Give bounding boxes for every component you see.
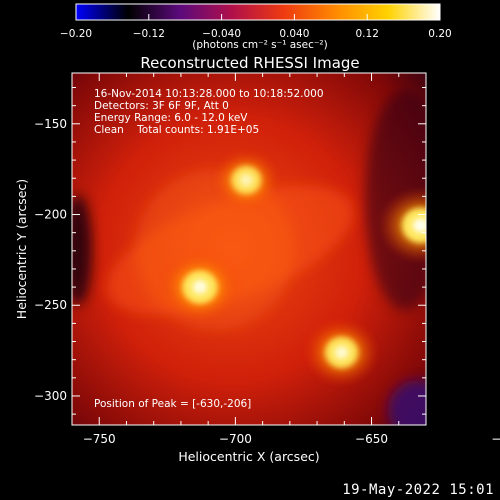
emission-source (212, 149, 281, 211)
emission-source (159, 251, 240, 324)
annotation-total-counts: Clean Total counts: 1.91E+05 (94, 124, 259, 136)
dark-region-bottom-right (388, 380, 426, 425)
colorbar-ticks: −0.20 −0.12 −0.040 0.040 0.12 0.20 (60, 14, 452, 40)
annotation-time-range: 16-Nov-2014 10:13:28.000 to 10:18:52.000 (94, 88, 324, 100)
source-peak (334, 346, 349, 359)
colorbar-tick-label: 0.20 (428, 28, 451, 40)
sources-layer (159, 149, 426, 387)
source-peak (192, 280, 208, 294)
source-halo (378, 187, 426, 264)
chart-title: Reconstructed RHESSI Image (140, 54, 359, 72)
annotation-energy-range: Energy Range: 6.0 - 12.0 keV (94, 112, 248, 124)
emission-source (378, 187, 426, 264)
footer-date: 19-May-2022 15:01 (342, 482, 494, 498)
x-tick-label: −650 (355, 432, 388, 446)
y-axis-label: Heliocentric Y (arcsec) (14, 179, 29, 319)
x-tick-label: −700 (219, 432, 252, 446)
y-tick-label: −150 (34, 117, 67, 131)
emission-source (303, 318, 380, 387)
colorbar-tick-label: 0.12 (356, 28, 379, 40)
y-tick-label: −250 (34, 298, 67, 312)
x-tick-label: −750 (83, 432, 116, 446)
image-area (72, 73, 426, 425)
colorbar-strip (75, 3, 441, 21)
source-peak (412, 218, 426, 233)
x-tick-label: −600 (491, 432, 500, 446)
y-axis-ticks: −150 −200 −250 −300 (34, 87, 426, 415)
colorbar: −0.20 −0.12 −0.040 0.040 0.12 0.20 (photons c… (60, 3, 452, 51)
x-axis-label: Heliocentric X (arcsec) (178, 449, 319, 464)
y-tick-label: −300 (34, 389, 67, 403)
annotation-detectors: Detectors: 3F 6F 9F, Att 0 (94, 100, 229, 112)
source-peak (240, 174, 253, 186)
x-axis-ticks: −750 −700 −650 −600 (71, 73, 500, 446)
colorbar-tick-label: −0.20 (60, 28, 92, 40)
colorbar-tick-label: −0.040 (202, 28, 241, 40)
colorbar-tick-label: −0.12 (133, 28, 165, 40)
colorbar-unit-label: (photons cm⁻² s⁻¹ asec⁻²) (192, 39, 327, 51)
annotation-peak-position: Position of Peak = [-630,-206] (94, 398, 251, 410)
y-tick-label: −200 (34, 208, 67, 222)
plot-frame (71, 72, 427, 426)
annotations: 16-Nov-2014 10:13:28.000 to 10:18:52.000… (94, 88, 324, 410)
colorbar-tick-label: 0.040 (279, 28, 309, 40)
dark-region-left (72, 195, 92, 305)
